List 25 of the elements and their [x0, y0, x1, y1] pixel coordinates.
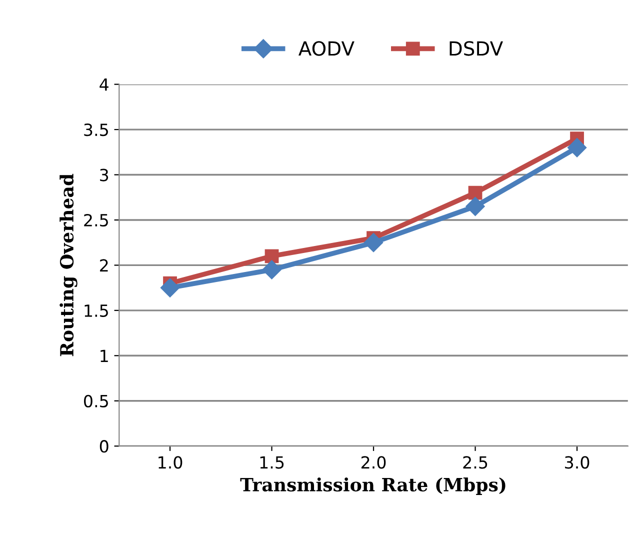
point	[466, 196, 485, 216]
y-tick-label: 2	[100, 259, 108, 272]
y-tick-label: 1.5	[84, 304, 108, 317]
x-tick-label: 2.0	[361, 456, 386, 469]
legend-label: DSDV	[450, 41, 503, 56]
x-tick-label: 1.5	[260, 456, 284, 469]
point	[567, 138, 587, 158]
y-axis-title: Routing Overhead	[60, 174, 78, 356]
x-tick-label: 2.5	[463, 456, 488, 469]
y-tick-label: 0	[100, 440, 108, 453]
x-axis-title: Transmission Rate (Mbps)	[240, 477, 506, 495]
point	[468, 186, 482, 200]
y-tick-label: 3.5	[84, 124, 108, 136]
point	[364, 233, 384, 252]
y-tick-label: 4	[100, 78, 108, 91]
y-tick-label: 0.5	[84, 394, 108, 408]
legend-label: AODV	[298, 41, 354, 56]
x-tick-label: 1.0	[158, 456, 182, 469]
y-tick-label: 1	[100, 350, 108, 362]
point	[264, 249, 279, 264]
x-tick-label: 3.0	[565, 456, 590, 469]
y-tick-label: 2.5	[84, 214, 108, 227]
point	[160, 278, 180, 298]
y-tick-label: 3	[100, 168, 108, 182]
point	[262, 260, 282, 280]
